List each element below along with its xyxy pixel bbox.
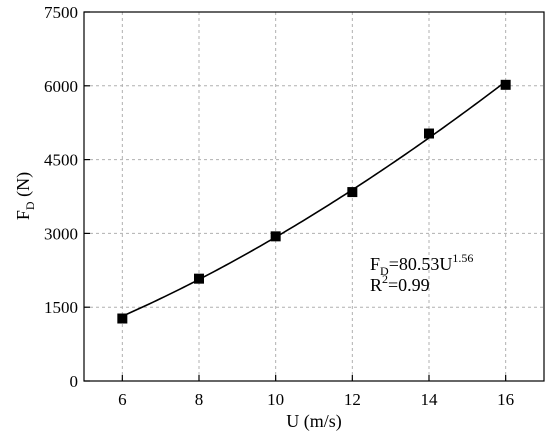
data-point bbox=[500, 79, 511, 90]
x-tick-label: 12 bbox=[344, 390, 361, 409]
y-axis-title: FD (N) bbox=[13, 172, 37, 220]
x-tick-label: 16 bbox=[497, 390, 514, 409]
x-tick-label: 10 bbox=[267, 390, 284, 409]
fit-curve bbox=[122, 80, 507, 317]
y-tick-label: 7500 bbox=[44, 3, 78, 22]
y-tick-label: 0 bbox=[70, 372, 79, 391]
data-markers bbox=[117, 79, 511, 324]
y-tick-label: 4500 bbox=[44, 151, 78, 170]
x-tick-label: 14 bbox=[421, 390, 439, 409]
x-tick-label: 6 bbox=[118, 390, 127, 409]
data-point bbox=[270, 231, 281, 242]
y-tick-label: 3000 bbox=[44, 224, 78, 243]
r-squared: R2=0.99 bbox=[370, 272, 430, 295]
axis-ticks: 6 8 10 12 14 16 0 1500 3000 4500 6000 7500 bbox=[44, 3, 514, 409]
fit-equation: FD=80.53U1.56 bbox=[370, 251, 473, 278]
x-tick-label: 8 bbox=[195, 390, 204, 409]
data-point bbox=[424, 128, 434, 139]
x-axis-title: U (m/s) bbox=[286, 411, 342, 432]
data-point bbox=[347, 187, 358, 198]
y-tick-label: 1500 bbox=[44, 298, 78, 317]
fit-curve-group bbox=[122, 80, 507, 317]
y-tick-label: 6000 bbox=[44, 77, 78, 96]
data-point bbox=[194, 273, 204, 284]
plot-frame bbox=[83, 11, 545, 382]
data-point bbox=[117, 313, 128, 324]
grid bbox=[84, 12, 544, 381]
